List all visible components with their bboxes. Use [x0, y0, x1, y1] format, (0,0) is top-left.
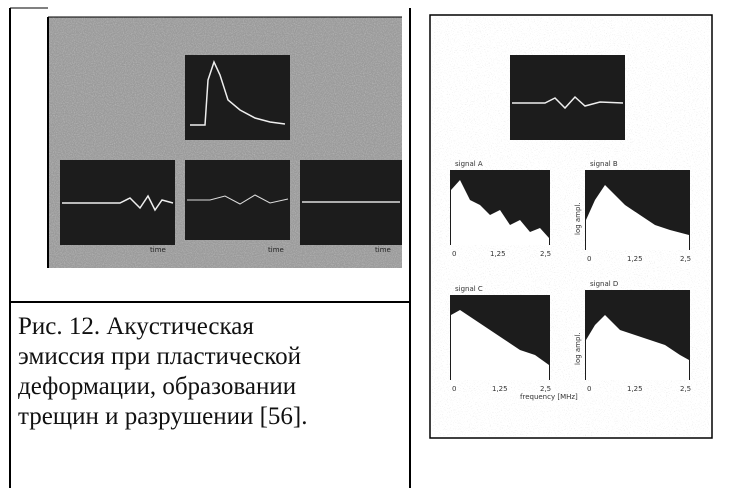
panel: [185, 55, 290, 140]
page-svg: time time time Рис. 12. Акустическая эми…: [0, 0, 733, 488]
axis-tick: 2,5: [680, 385, 691, 393]
axis-tick: 1,25: [492, 385, 508, 393]
panel: [510, 55, 625, 140]
axis-tick: 1,25: [627, 255, 643, 263]
axis-tick: 2,5: [540, 250, 551, 258]
axis-tick: 1,25: [490, 250, 506, 258]
caption-line: трещин и разрушении [56].: [18, 403, 308, 430]
left-figure: time time time: [48, 17, 402, 268]
panel-label: time: [268, 246, 284, 254]
axis-tick: 0: [587, 255, 591, 263]
axis-tick: 1,25: [627, 385, 643, 393]
right-figure: signal A signal B signal C signal D 0 1,…: [430, 15, 712, 438]
x-axis-label: frequency [MHz]: [520, 393, 578, 401]
axis-tick: 2,5: [680, 255, 691, 263]
y-axis-label: log ampl.: [574, 202, 582, 235]
axis-tick: 0: [452, 385, 456, 393]
caption: Рис. 12. Акустическая эмиссия при пласти…: [18, 313, 308, 430]
signal-label: signal B: [590, 160, 618, 168]
y-axis-label: log ampl.: [574, 332, 582, 365]
caption-line: эмиссия при пластической: [18, 343, 301, 370]
caption-line: Рис. 12. Акустическая: [18, 313, 254, 340]
axis-tick: 0: [452, 250, 456, 258]
signal-label: signal A: [455, 160, 483, 168]
body: time time time Рис. 12. Акустическая эми…: [0, 0, 733, 488]
axis-tick: 2,5: [540, 385, 551, 393]
axis-tick: 0: [587, 385, 591, 393]
panel-label: time: [150, 246, 166, 254]
page: {"caption": {"lines": ["Рис. 12. Акустич…: [0, 0, 733, 488]
caption-line: деформации, образовании: [18, 373, 296, 400]
panel-label: time: [375, 246, 391, 254]
signal-label: signal D: [590, 280, 618, 288]
signal-label: signal C: [455, 285, 483, 293]
